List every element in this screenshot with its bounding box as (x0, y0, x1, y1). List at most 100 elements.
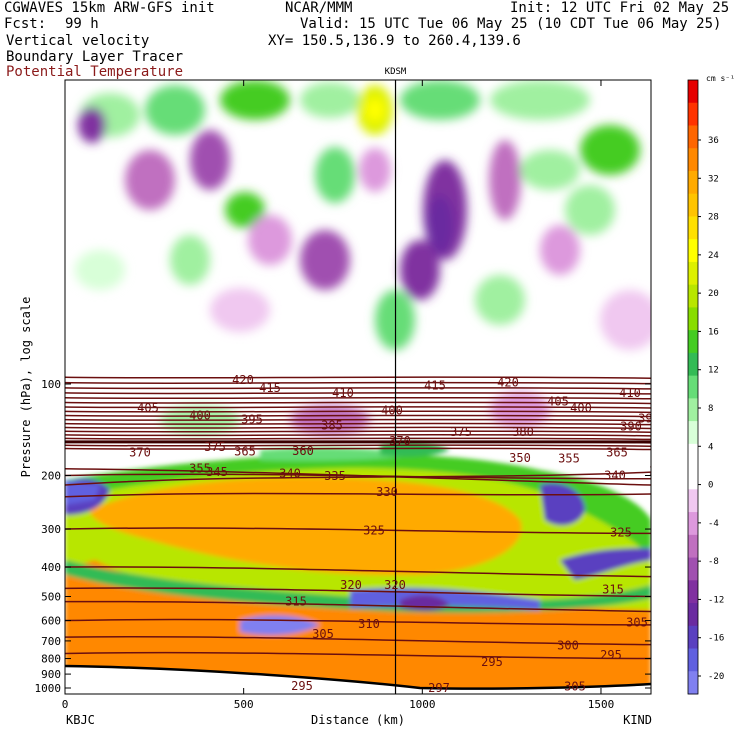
theta-label: 335 (324, 469, 346, 483)
colorbar-swatch (688, 148, 698, 172)
theta-label: 380 (512, 425, 534, 439)
theta-label: 295 (481, 655, 503, 669)
theta-contour (65, 410, 651, 414)
model-title: CGWAVES 15km ARW-GFS init (4, 0, 215, 16)
theta-contour (65, 422, 651, 426)
theta-label: 320 (340, 578, 362, 592)
theta-label: 340 (279, 467, 301, 481)
theta-label: 375 (664, 440, 686, 454)
colorbar-tick-label: 4 (708, 442, 713, 452)
colorbar-swatch (688, 421, 698, 445)
theta-label: 415 (424, 378, 446, 392)
theta-contour (65, 471, 651, 486)
y-tick-label: 300 (41, 523, 61, 536)
y-tick-label: 100 (41, 378, 61, 391)
theta-contour (65, 600, 651, 613)
theta-label: 310 (358, 617, 380, 631)
colorbar-swatch (688, 284, 698, 308)
colorbar-tick-label: 0 (708, 481, 713, 491)
theta-label: 350 (509, 451, 531, 465)
theta-label: 305 (564, 680, 586, 694)
y-tick-label: 500 (41, 590, 61, 603)
colorbar-swatch (688, 239, 698, 263)
theta-contour (65, 473, 651, 480)
colorbar-swatch (688, 648, 698, 672)
colorbar-swatch (688, 671, 698, 695)
valid-time: Valid: 15 UTC Tue 06 May 25 (10 CDT Tue … (300, 16, 722, 32)
x-tick-label: 500 (234, 698, 254, 711)
x-tick-label: 1500 (588, 698, 615, 711)
theta-contour (65, 381, 651, 385)
potential-temperature-contours (65, 376, 651, 660)
theta-label: 360 (292, 444, 314, 458)
x-axis-ticks: 0 500 1000 1500 (62, 80, 615, 711)
theta-label: 410 (619, 386, 641, 400)
theta-contour (65, 414, 651, 418)
colorbar-tick-label: -20 (708, 672, 724, 682)
colorbar-tick-label: 8 (708, 404, 713, 414)
theta-label: 310 (658, 590, 680, 604)
theta-contour (65, 566, 651, 578)
theta-label: 415 (652, 381, 674, 395)
theta-contour (65, 386, 651, 390)
endpoint-right: KIND (623, 713, 652, 727)
colorbar-swatch (688, 580, 698, 604)
theta-label: 395 (638, 412, 660, 426)
colorbar-tick-label: -8 (708, 557, 719, 567)
theta-label: 350 (649, 464, 671, 478)
colorbar-tick-label: -16 (708, 634, 724, 644)
colorbar-swatch (688, 307, 698, 331)
colorbar-tick-label: -12 (708, 595, 724, 605)
theta-label: 320 (384, 578, 406, 592)
y-tick-label: 700 (41, 635, 61, 648)
theta-contour (65, 618, 651, 626)
xy-coords: XY= 150.5,136.9 to 260.4,139.6 (268, 33, 521, 49)
theta-label: 315 (655, 560, 677, 574)
theta-label: 340 (604, 469, 626, 483)
theta-label: 395 (241, 413, 263, 427)
colorbar-unit: cm s⁻¹ (706, 74, 735, 83)
org-label: NCAR/MMM (285, 0, 353, 16)
theta-label: 305 (626, 616, 648, 630)
theta-label: 375 (204, 440, 226, 454)
theta-label: 410 (332, 386, 354, 400)
colorbar-swatch (688, 625, 698, 650)
colorbar-swatch (688, 557, 698, 581)
x-axis-label: Distance (km) (311, 713, 405, 727)
endpoint-left: KBJC (66, 713, 95, 727)
theta-contour (65, 587, 651, 598)
colorbar-swatch (688, 170, 698, 195)
colorbar-swatch (688, 80, 698, 104)
colorbar-swatch (688, 375, 698, 399)
colorbar-tick-label: 12 (708, 366, 719, 376)
colorbar-swatch (688, 466, 698, 490)
theta-label: 375 (450, 425, 472, 439)
colorbar-swatch (688, 489, 698, 513)
theta-label: 335 (664, 486, 686, 500)
fcst-label: Fcst: (4, 16, 47, 32)
theta-contour (65, 426, 651, 430)
colorbar-tick-label: 24 (708, 251, 719, 261)
theta-label: 370 (129, 445, 151, 459)
colorbar-swatch (688, 125, 698, 149)
y-tick-label: 400 (41, 561, 61, 574)
terrain (65, 666, 651, 694)
theta-label: 330 (376, 485, 398, 499)
theta-label: 385 (321, 419, 343, 433)
colorbar-tick-label: 36 (708, 136, 719, 146)
theta-label: 365 (234, 445, 256, 459)
theta-contour (65, 433, 651, 437)
theta-label: 325 (610, 526, 632, 540)
theta-label: 355 (558, 452, 580, 466)
plot-frame (64, 79, 652, 695)
kdsm-marker-label: KDSM (385, 67, 407, 77)
theta-label: 370 (389, 434, 411, 448)
theta-contour (65, 418, 651, 422)
theta-label: 390 (620, 420, 642, 434)
theta-contour (65, 492, 651, 498)
theta-contour (65, 527, 651, 535)
theta-label: 325 (363, 523, 385, 537)
